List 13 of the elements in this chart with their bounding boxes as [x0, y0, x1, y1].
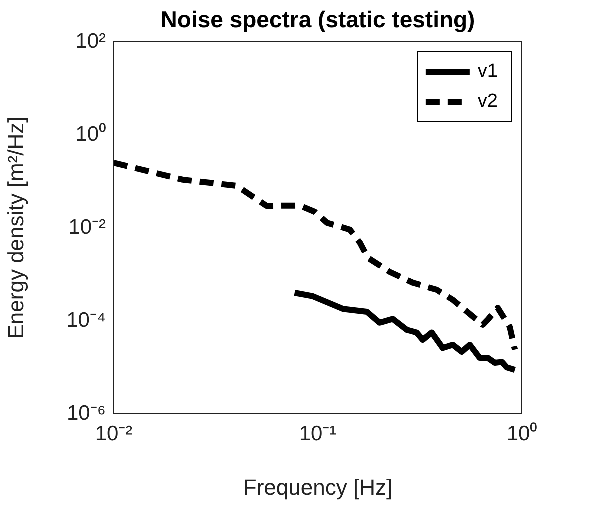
- y-tick-label: 10⁻⁴: [66, 308, 106, 332]
- y-tick-label: 10²: [76, 30, 106, 53]
- x-axis-title: Frequency [Hz]: [243, 474, 393, 500]
- y-tick-label: 10⁻²: [68, 216, 106, 239]
- x-tick-label: 10⁻¹: [299, 422, 337, 446]
- chart-title: Noise spectra (static testing): [160, 6, 476, 32]
- legend-label: v1: [478, 61, 498, 82]
- y-tick-label: 10⁻⁶: [66, 402, 106, 425]
- y-tick-label: 10⁰: [76, 122, 106, 146]
- x-tick-label: 10⁰: [506, 422, 538, 446]
- legend-label: v2: [478, 91, 498, 112]
- y-axis-title: Energy density [m²/Hz]: [3, 116, 28, 340]
- x-tick-label: 10⁻²: [95, 422, 133, 446]
